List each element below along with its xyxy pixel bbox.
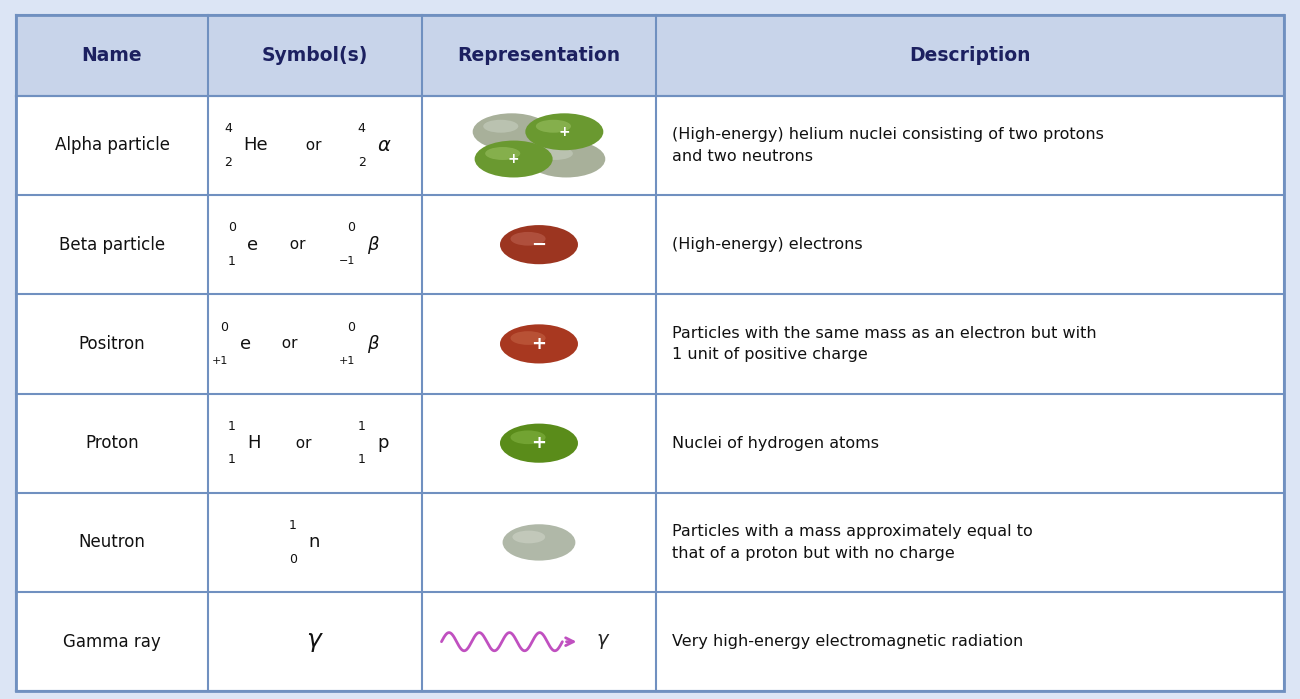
Text: Name: Name [82, 46, 142, 65]
Text: $\gamma$: $\gamma$ [597, 632, 611, 651]
Text: Particles with a mass approximately equal to
that of a proton but with no charge: Particles with a mass approximately equa… [672, 524, 1032, 561]
Bar [16, 15, 1284, 96]
Ellipse shape [511, 331, 546, 345]
Ellipse shape [474, 140, 552, 178]
Ellipse shape [500, 424, 578, 463]
Text: Alpha particle: Alpha particle [55, 136, 169, 154]
Ellipse shape [511, 431, 546, 444]
Ellipse shape [503, 524, 576, 561]
Text: +: + [532, 335, 546, 353]
Text: +: + [508, 152, 520, 166]
Text: Proton: Proton [86, 434, 139, 452]
Text: Neutron: Neutron [78, 533, 146, 552]
Text: 1: 1 [227, 454, 235, 466]
Text: 0: 0 [347, 222, 355, 234]
Ellipse shape [528, 140, 606, 178]
Text: p: p [377, 434, 389, 452]
Ellipse shape [485, 147, 520, 160]
Ellipse shape [484, 120, 519, 133]
Text: n: n [308, 533, 320, 552]
Ellipse shape [473, 113, 551, 150]
Text: Very high-energy electromagnetic radiation: Very high-energy electromagnetic radiati… [672, 634, 1023, 649]
Text: $\beta$: $\beta$ [367, 233, 380, 256]
Text: Description: Description [910, 46, 1031, 65]
Text: −1: −1 [339, 257, 355, 266]
Text: 0: 0 [227, 222, 235, 234]
Text: 0: 0 [289, 553, 296, 565]
Text: $\beta$: $\beta$ [367, 333, 380, 355]
Text: 4: 4 [224, 122, 231, 135]
Text: e: e [247, 236, 259, 254]
Text: or: or [272, 336, 307, 352]
Text: (High-energy) helium nuclei consisting of two protons
and two neutrons: (High-energy) helium nuclei consisting o… [672, 127, 1104, 164]
Text: 2: 2 [358, 156, 365, 168]
Text: He: He [243, 136, 268, 154]
Text: Symbol(s): Symbol(s) [261, 46, 368, 65]
Ellipse shape [512, 531, 545, 543]
Text: 1: 1 [289, 519, 296, 532]
Ellipse shape [538, 147, 573, 160]
Text: 1: 1 [227, 420, 235, 433]
Text: 1: 1 [227, 255, 235, 268]
Text: 0: 0 [220, 321, 228, 333]
Text: 1: 1 [358, 420, 365, 433]
Ellipse shape [511, 232, 546, 245]
Ellipse shape [525, 113, 603, 150]
Text: or: or [280, 237, 315, 252]
Text: (High-energy) electrons: (High-energy) electrons [672, 237, 863, 252]
Text: 4: 4 [358, 122, 365, 135]
Text: Beta particle: Beta particle [58, 236, 165, 254]
Text: Gamma ray: Gamma ray [64, 633, 161, 651]
Text: Nuclei of hydrogen atoms: Nuclei of hydrogen atoms [672, 435, 879, 451]
Text: +: + [559, 124, 571, 139]
Text: Representation: Representation [458, 46, 620, 65]
Text: Positron: Positron [79, 335, 146, 353]
Text: −: − [532, 236, 546, 254]
Text: Particles with the same mass as an electron but with
1 unit of positive charge: Particles with the same mass as an elect… [672, 326, 1097, 362]
Text: 0: 0 [347, 321, 355, 333]
Ellipse shape [536, 120, 571, 133]
Text: 2: 2 [224, 156, 231, 168]
Text: e: e [239, 335, 251, 353]
Ellipse shape [500, 324, 578, 363]
Text: 1: 1 [358, 454, 365, 466]
Text: or: or [295, 138, 330, 153]
Text: +1: +1 [339, 356, 355, 366]
Text: +: + [532, 434, 546, 452]
Text: $\alpha$: $\alpha$ [377, 136, 393, 155]
Text: H: H [247, 434, 261, 452]
Text: or: or [286, 435, 321, 451]
Text: $\gamma$: $\gamma$ [306, 630, 324, 654]
Ellipse shape [500, 225, 578, 264]
Text: +1: +1 [212, 356, 227, 366]
